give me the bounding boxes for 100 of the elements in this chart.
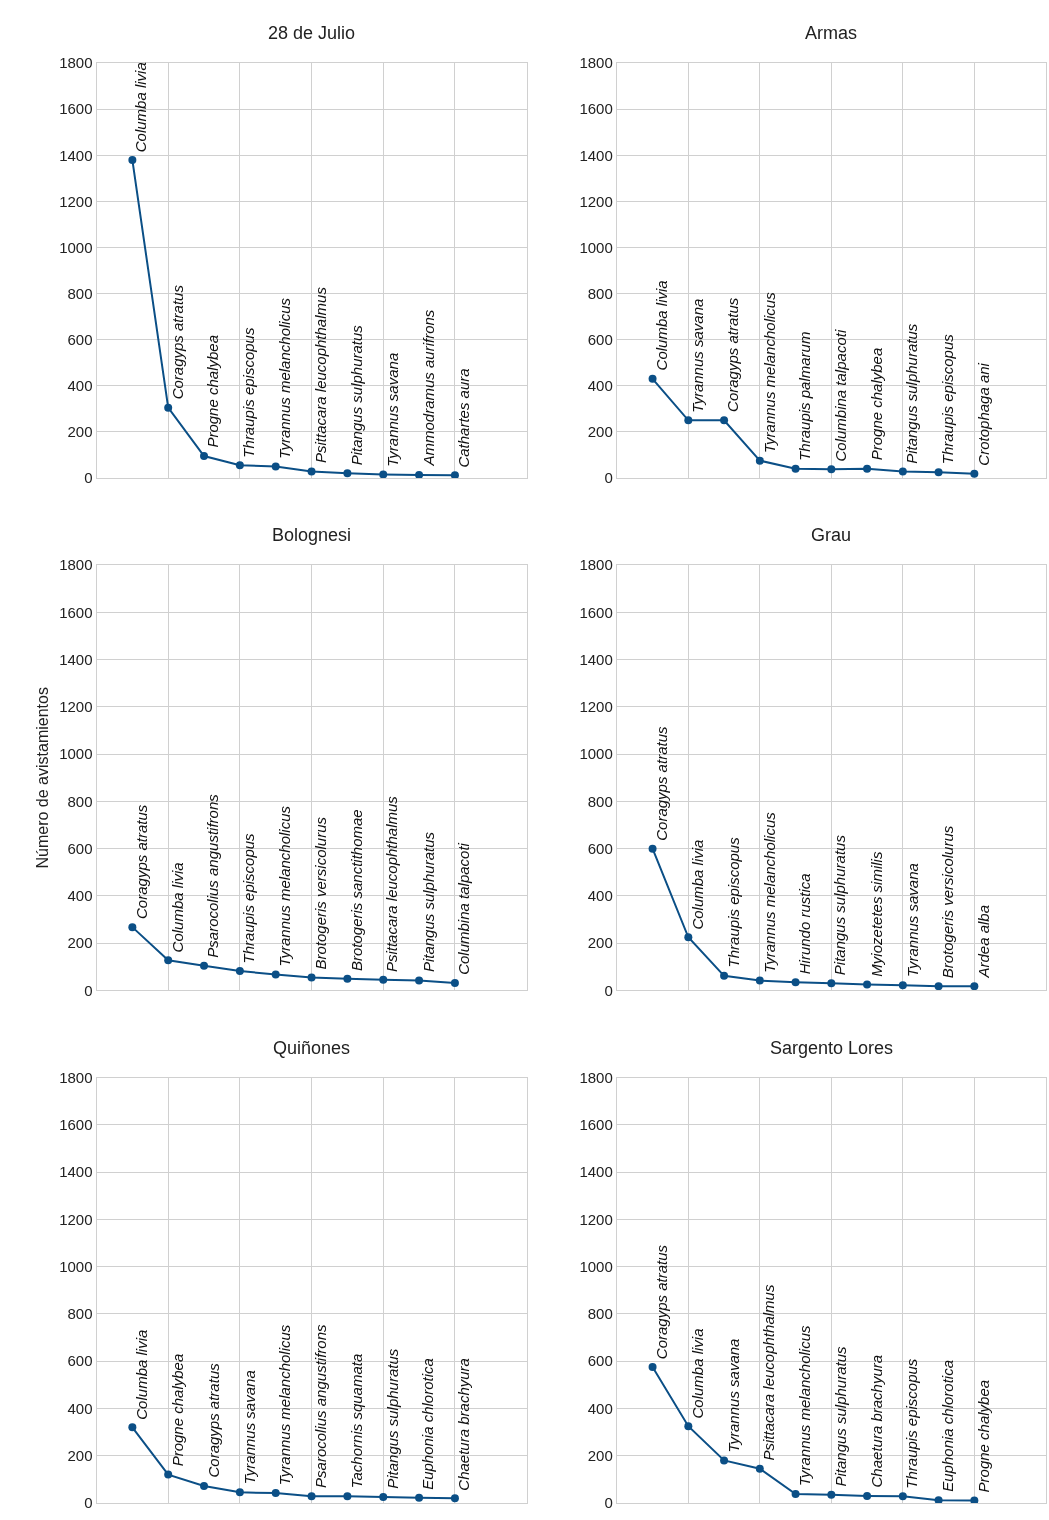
data-label: Pitangus sulphuratus [832, 1345, 850, 1487]
data-label: Coragyps atratus [204, 1362, 222, 1478]
data-label: Coragyps atratus [653, 726, 671, 841]
data-label: Brotogeris versicolurus [938, 825, 956, 979]
data-label: Thraupis episcopus [938, 333, 956, 465]
data-label: Coragyps atratus [132, 804, 150, 919]
y-tick-label: 1600 [579, 603, 613, 621]
point [343, 1492, 352, 1501]
y-tick-label: 600 [587, 330, 613, 348]
y-tick-label: 1200 [59, 1210, 93, 1228]
data-label: Columba livia [132, 1329, 150, 1420]
data-label: Tyrannus melancholicus [276, 1324, 294, 1486]
data-label: Thraupis palmarum [796, 331, 814, 461]
chart-title: Grau [811, 525, 852, 545]
point [128, 923, 137, 932]
y-tick-label: 800 [587, 284, 613, 302]
data-label: Pitangus sulphuratus [902, 323, 920, 464]
y-tick-label: 400 [587, 887, 613, 905]
point [379, 470, 388, 478]
y-tick-label: 200 [67, 934, 93, 952]
data-label: Brotogeris versicolurus [311, 816, 329, 970]
point [200, 452, 209, 461]
data-label: Tyrannus savana [689, 298, 706, 413]
point [684, 933, 693, 942]
point [307, 467, 316, 476]
y-tick-label: 400 [67, 1399, 93, 1417]
point [863, 464, 872, 473]
chart-title: Armas [805, 23, 858, 43]
data-label: Psarocolius angustifrons [312, 1324, 330, 1488]
y-tick-label: 1800 [579, 1068, 613, 1086]
point [863, 1491, 872, 1500]
data-label: Coragyps atratus [169, 284, 187, 400]
point [648, 844, 657, 853]
point [827, 979, 836, 988]
data-label: Tyrannus melancholicus [796, 1324, 814, 1487]
y-tick-label: 600 [587, 839, 613, 857]
point [164, 1470, 173, 1479]
data-label: Crotophaga ani [975, 362, 993, 466]
point [827, 1490, 836, 1499]
point [415, 976, 424, 985]
y-tick-label: 1000 [579, 238, 613, 256]
point [379, 975, 388, 984]
point [934, 1496, 943, 1503]
y-tick-label: 1200 [579, 1210, 613, 1228]
y-tick-label: 1400 [59, 1163, 93, 1181]
point [450, 978, 459, 987]
data-label: Columba livia [689, 839, 707, 930]
point [720, 1456, 729, 1465]
data-label: Thraupis episcopus [724, 836, 742, 968]
data-label: Ammodramus aurifrons [419, 309, 437, 467]
y-tick-label: 1400 [579, 650, 613, 668]
data-label: Progne chalybea [975, 1379, 993, 1493]
point [755, 976, 764, 985]
point [791, 464, 800, 473]
data-label: Coragyps atratus [652, 1244, 670, 1360]
y-tick-label: 1600 [579, 100, 613, 118]
y-tick-label: 1600 [579, 1116, 613, 1134]
point [450, 1494, 459, 1503]
y-tick-label: 200 [587, 423, 613, 441]
data-label: Hirundo rustica [795, 873, 813, 975]
y-tick-label: 0 [84, 469, 93, 487]
point [235, 967, 244, 976]
data-label: Coragyps atratus [724, 297, 742, 412]
y-tick-label: 1600 [59, 603, 93, 621]
y-tick-label: 400 [587, 377, 613, 394]
point [200, 961, 209, 970]
data-label: Brotogeris sanctithomae [347, 809, 365, 972]
chart-title: Bolognesi [272, 525, 352, 545]
y-tick-label: 600 [67, 839, 93, 857]
y-tick-label: 1600 [59, 1116, 93, 1134]
data-label: Euphonia chlorotica [939, 1359, 957, 1492]
data-label: Psittacara leucophthalmus [383, 795, 401, 973]
point [720, 971, 729, 980]
data-label: Cathartes aura [455, 368, 473, 468]
data-label: Myiozetetes similis [867, 851, 885, 977]
point [684, 416, 693, 425]
data-label: Columba livia [168, 862, 186, 953]
y-tick-label: 1400 [59, 146, 93, 164]
point [128, 1423, 137, 1432]
point [271, 1489, 280, 1498]
point [934, 982, 943, 991]
point [343, 469, 352, 478]
data-label: Psittacara leucophthalmus [312, 286, 330, 464]
y-axis-title: Número de avistamientos [34, 687, 52, 869]
point [791, 1490, 800, 1498]
point [271, 462, 280, 471]
y-tick-label: 1200 [59, 698, 93, 716]
data-label: Tyrannus savana [724, 1338, 742, 1453]
y-tick-label: 1000 [59, 745, 93, 763]
y-tick-label: 1200 [579, 698, 613, 716]
point [379, 1493, 388, 1502]
y-tick-label: 200 [67, 1446, 93, 1464]
data-label: Columbina talpacoti [832, 329, 850, 462]
y-tick-label: 0 [604, 981, 613, 999]
data-label: Pitangus sulphuratus [831, 834, 849, 976]
data-label: Progne chalybea [169, 1353, 187, 1467]
y-tick-label: 1200 [579, 192, 613, 210]
data-label: Tyrannus melancholicus [760, 291, 778, 453]
data-label: Psittacara leucophthalmus [760, 1284, 778, 1461]
y-tick-label: 400 [587, 1399, 613, 1417]
